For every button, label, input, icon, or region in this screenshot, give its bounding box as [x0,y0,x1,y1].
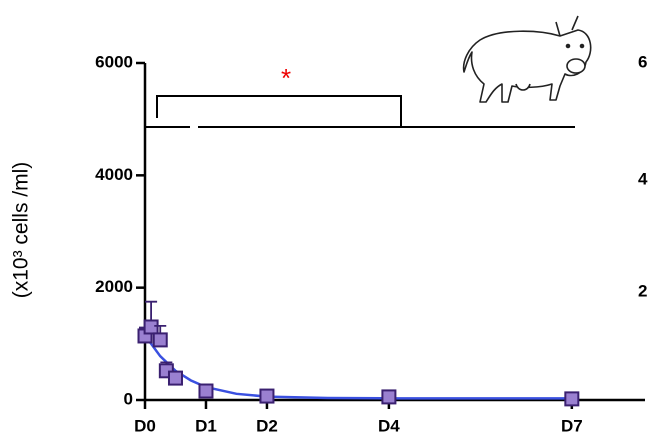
point [381,389,397,405]
clipped-label: 2 [638,281,647,300]
point [564,391,580,407]
cow-icon [462,15,592,103]
clipped-label: 6 [638,52,647,71]
point [167,370,183,386]
y-tick-label: 0 [124,389,133,408]
cow-eye [565,43,571,49]
cow-eye [579,43,585,49]
cow-udder [515,83,531,91]
x-tick-label: D4 [378,416,400,435]
point [259,388,275,404]
x-tick-label: D1 [195,416,217,435]
clipped-label: 4 [638,169,648,188]
axes [143,63,645,402]
significance-bracket [145,95,575,128]
cow-nose [566,58,586,74]
y-tick-label: 4000 [95,165,133,184]
y-axis-label: (x10³ cells /ml) [10,162,33,299]
bracket [156,95,402,128]
point [143,319,159,335]
x-tick-label: D2 [256,416,278,435]
y-tick-label: 6000 [95,52,133,71]
x-tick-label: D0 [134,416,156,435]
significance-star: * [281,63,291,93]
cow-horns [555,15,579,37]
x-tick-label: D7 [561,416,583,435]
point [152,332,168,348]
y-tick-label: 2000 [95,277,133,296]
point [198,383,214,399]
cow-body [462,29,592,103]
